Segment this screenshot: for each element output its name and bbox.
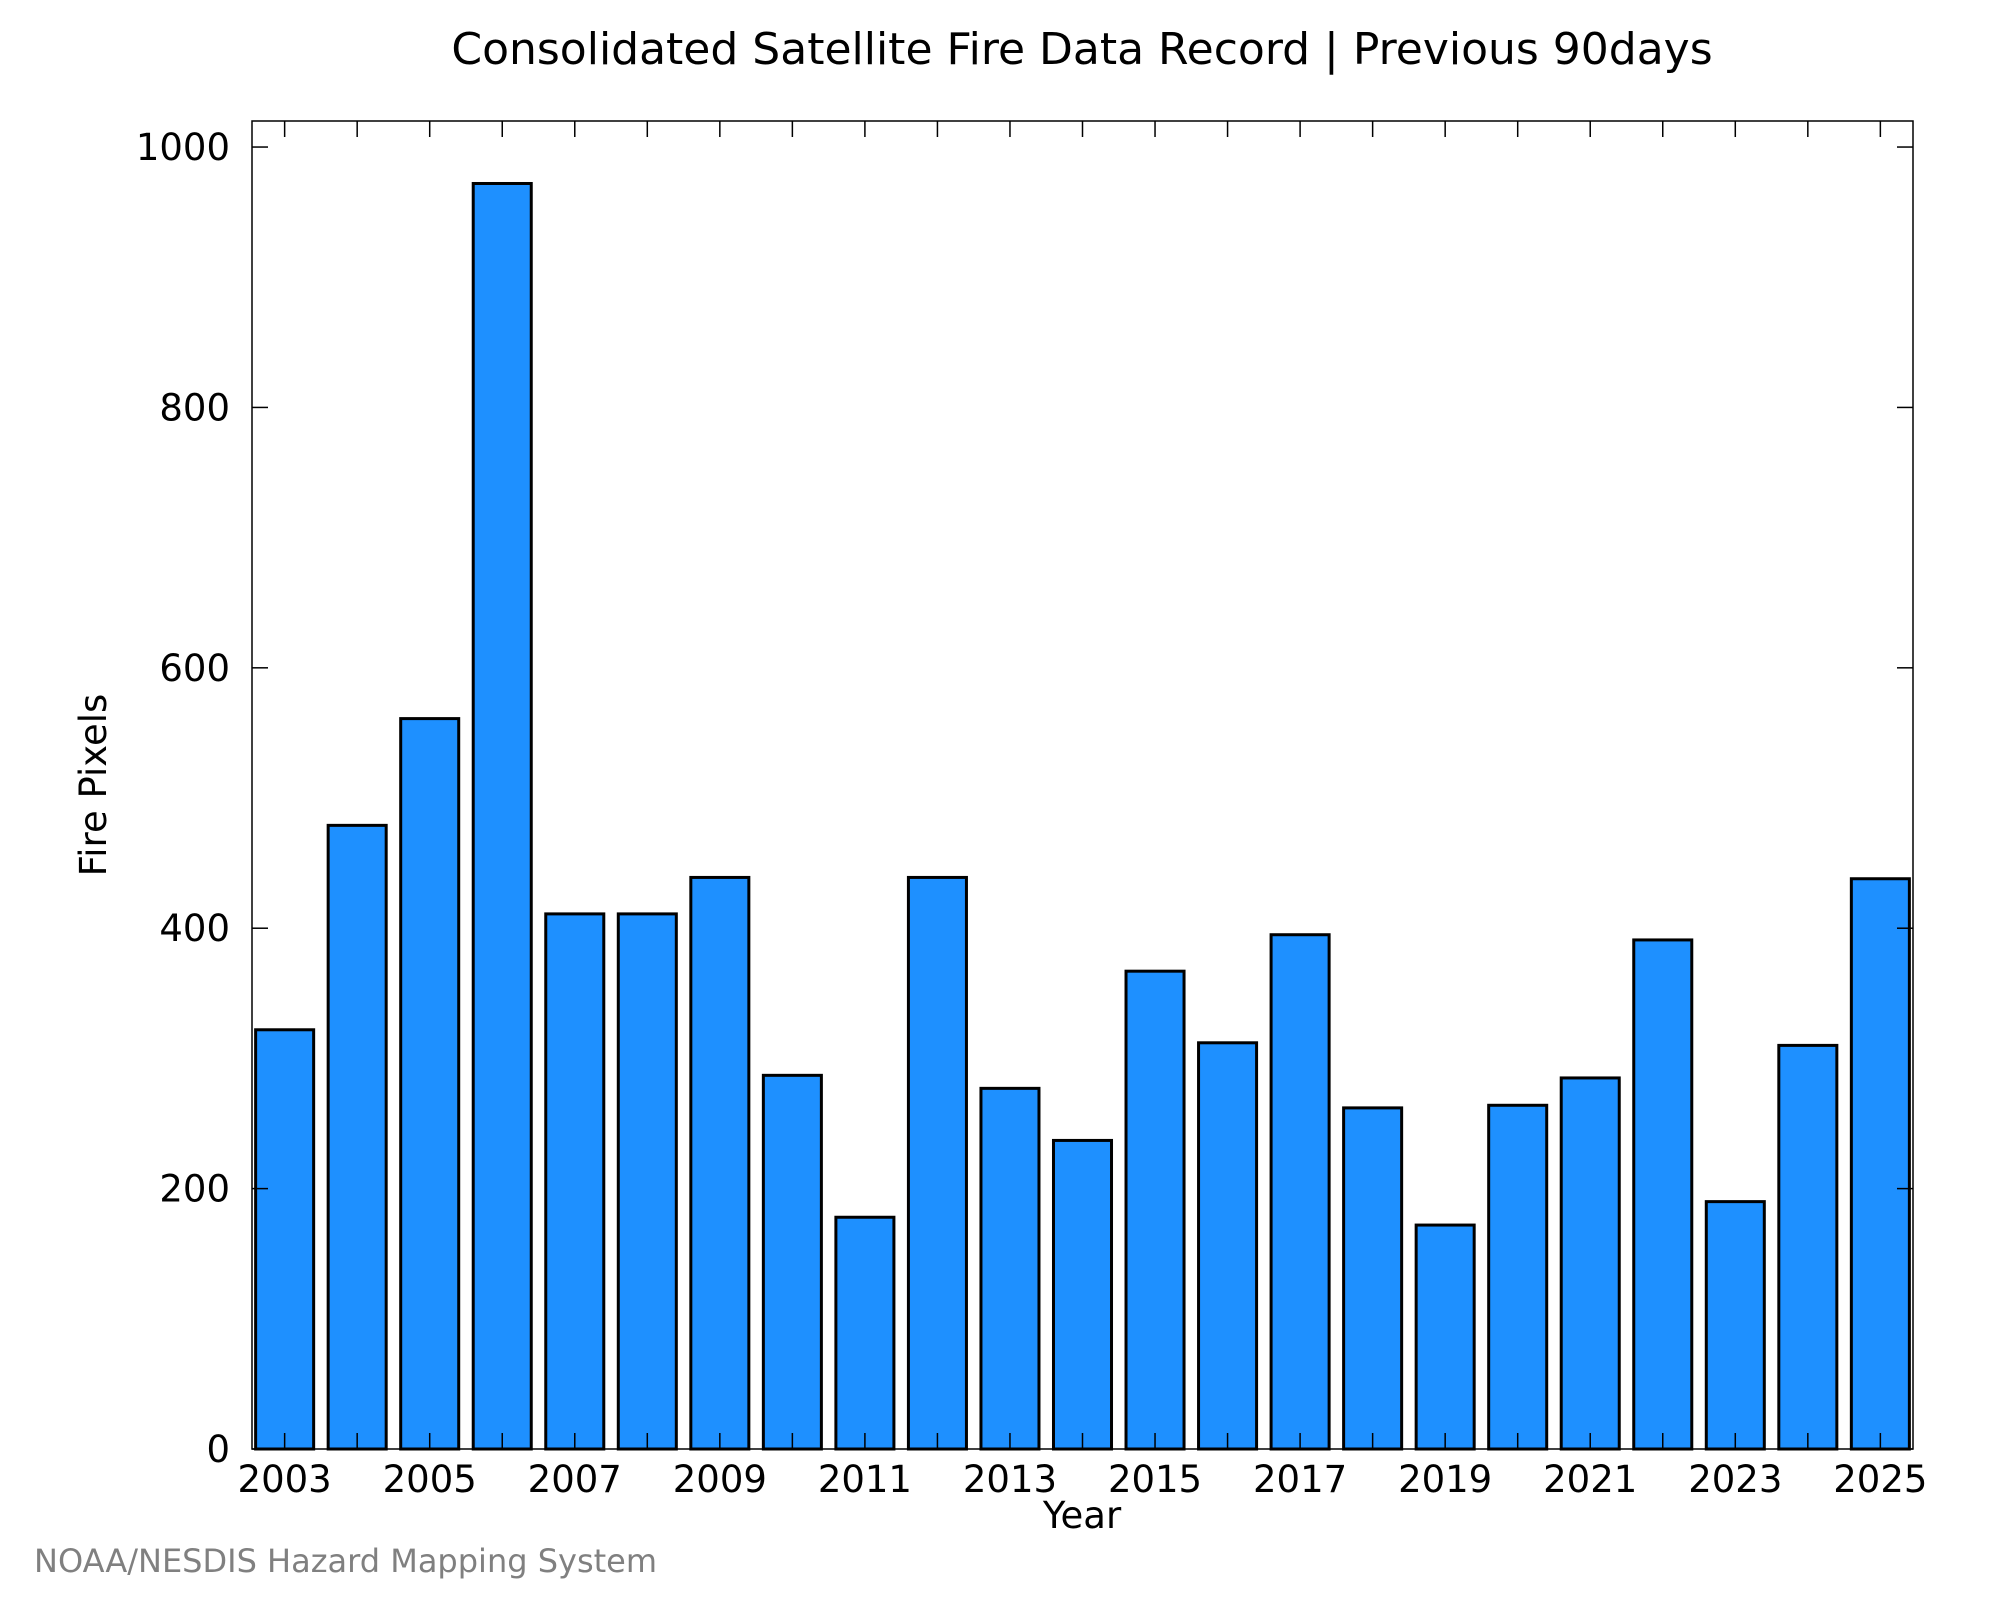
bar-2013 xyxy=(979,1086,1041,1451)
bar-2011 xyxy=(834,1215,896,1451)
y-tick-label-400: 400 xyxy=(159,907,230,950)
bar-2015 xyxy=(1124,969,1186,1451)
bar-2023 xyxy=(1704,1200,1766,1451)
y-axis-ticks: 0 200 400 600 800 1000 xyxy=(136,126,1913,1471)
x-tick-label-2021: 2021 xyxy=(1543,1458,1637,1501)
bar-2006 xyxy=(471,181,533,1451)
y-tick-label-600: 600 xyxy=(159,647,230,690)
bars-group xyxy=(254,181,1911,1451)
x-tick-label-2019: 2019 xyxy=(1398,1458,1492,1501)
bar-2025 xyxy=(1849,877,1911,1451)
bar-2017 xyxy=(1269,933,1331,1451)
bar-2008 xyxy=(616,912,678,1451)
bar-2004 xyxy=(326,823,388,1451)
x-tick-label-2017: 2017 xyxy=(1253,1458,1347,1501)
y-tick-label-800: 800 xyxy=(159,386,230,429)
chart-title: Consolidated Satellite Fire Data Record … xyxy=(451,24,1712,75)
x-tick-label-2011: 2011 xyxy=(818,1458,912,1501)
y-axis-label: Fire Pixels xyxy=(72,694,115,877)
x-tick-label-2013: 2013 xyxy=(963,1458,1057,1501)
bar-2020 xyxy=(1487,1103,1549,1451)
y-tick-label-1000: 1000 xyxy=(136,126,230,169)
x-tick-label-2025: 2025 xyxy=(1833,1458,1927,1501)
x-tick-label-2023: 2023 xyxy=(1688,1458,1782,1501)
bar-2016 xyxy=(1197,1041,1259,1451)
credit-text: NOAA/NESDIS Hazard Mapping System xyxy=(34,1542,657,1580)
bar-2014 xyxy=(1051,1138,1114,1451)
x-axis-ticks: 2003 2005 2007 2009 2011 2013 2015 2017 2019 2021… xyxy=(238,121,1927,1501)
bar-2024 xyxy=(1777,1043,1839,1451)
bar-2005 xyxy=(399,717,461,1451)
bar-2003 xyxy=(254,1028,316,1451)
x-axis-label: Year xyxy=(1042,1494,1122,1537)
bar-2007 xyxy=(544,912,606,1451)
x-tick-label-2007: 2007 xyxy=(528,1458,622,1501)
x-tick-label-2009: 2009 xyxy=(673,1458,767,1501)
bar-2018 xyxy=(1342,1106,1404,1451)
bar-2009 xyxy=(689,875,751,1451)
bar-2019 xyxy=(1414,1223,1476,1451)
x-tick-label-2005: 2005 xyxy=(383,1458,477,1501)
bar-2021 xyxy=(1559,1076,1621,1451)
y-tick-label-200: 200 xyxy=(159,1168,230,1211)
bar-2022 xyxy=(1632,938,1694,1451)
x-tick-label-2003: 2003 xyxy=(238,1458,332,1501)
bar-2012 xyxy=(906,875,968,1451)
bar-2010 xyxy=(761,1073,823,1451)
y-tick-label-0: 0 xyxy=(206,1428,230,1471)
x-tick-label-2015: 2015 xyxy=(1108,1458,1202,1501)
